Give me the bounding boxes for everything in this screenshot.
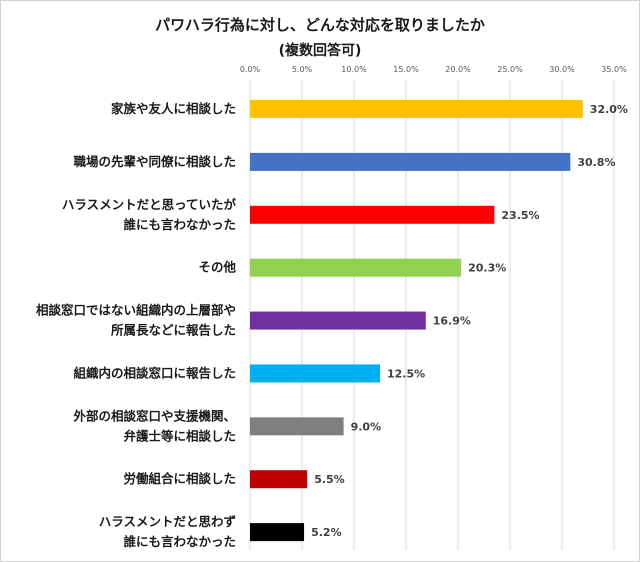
bar (250, 152, 571, 171)
category-label: ハラスメントだと思っていたが (62, 197, 237, 212)
bar (250, 364, 380, 383)
category-label: 誰にも言わなかった (123, 217, 236, 232)
category-label: 所属長などに報告した (111, 323, 236, 338)
bar (250, 311, 426, 330)
bar (250, 417, 344, 436)
data-label: 16.9% (433, 315, 471, 328)
category-label: 弁護士等に相談した (123, 428, 236, 443)
x-tick-label: 30.0% (549, 65, 575, 74)
chart-title: パワハラ行為に対し、どんな対応を取りましたか (155, 16, 485, 34)
data-label: 30.8% (577, 156, 615, 169)
data-label: 20.3% (468, 262, 506, 275)
bar (250, 100, 583, 118)
category-label: 職場の先輩や同僚に相談した (73, 154, 236, 169)
data-label: 5.5% (314, 473, 345, 486)
data-label: 23.5% (501, 209, 539, 222)
data-label: 12.5% (387, 367, 425, 380)
category-label: 組織内の相談窓口に報告した (73, 365, 236, 380)
category-label: 労働組合に相談した (123, 471, 236, 486)
x-tick-label: 25.0% (497, 65, 523, 74)
x-tick-label: 5.0% (292, 65, 313, 74)
bar (250, 205, 495, 224)
category-label: 家族や友人に相談した (111, 101, 236, 116)
x-tick-label: 0.0% (240, 65, 261, 74)
category-label: 誰にも言わなかった (123, 534, 236, 549)
data-label: 32.0% (590, 103, 628, 116)
category-label: その他 (198, 260, 236, 275)
data-label: 5.2% (311, 526, 342, 539)
category-label: 外部の相談窓口や支援機関、 (72, 408, 236, 423)
bar (250, 470, 308, 489)
category-label: ハラスメントだと思わず (99, 514, 237, 529)
data-label: 9.0% (351, 420, 382, 433)
x-tick-label: 20.0% (445, 65, 471, 74)
bar (250, 258, 462, 277)
x-tick-label: 15.0% (393, 65, 419, 74)
bar (250, 523, 305, 542)
x-tick-label: 10.0% (341, 65, 367, 74)
x-tick-label: 35.0% (601, 65, 627, 74)
category-label: 相談窓口ではない組織内の上層部や (36, 303, 236, 318)
chart-subtitle: (複数回答可) (278, 43, 362, 59)
